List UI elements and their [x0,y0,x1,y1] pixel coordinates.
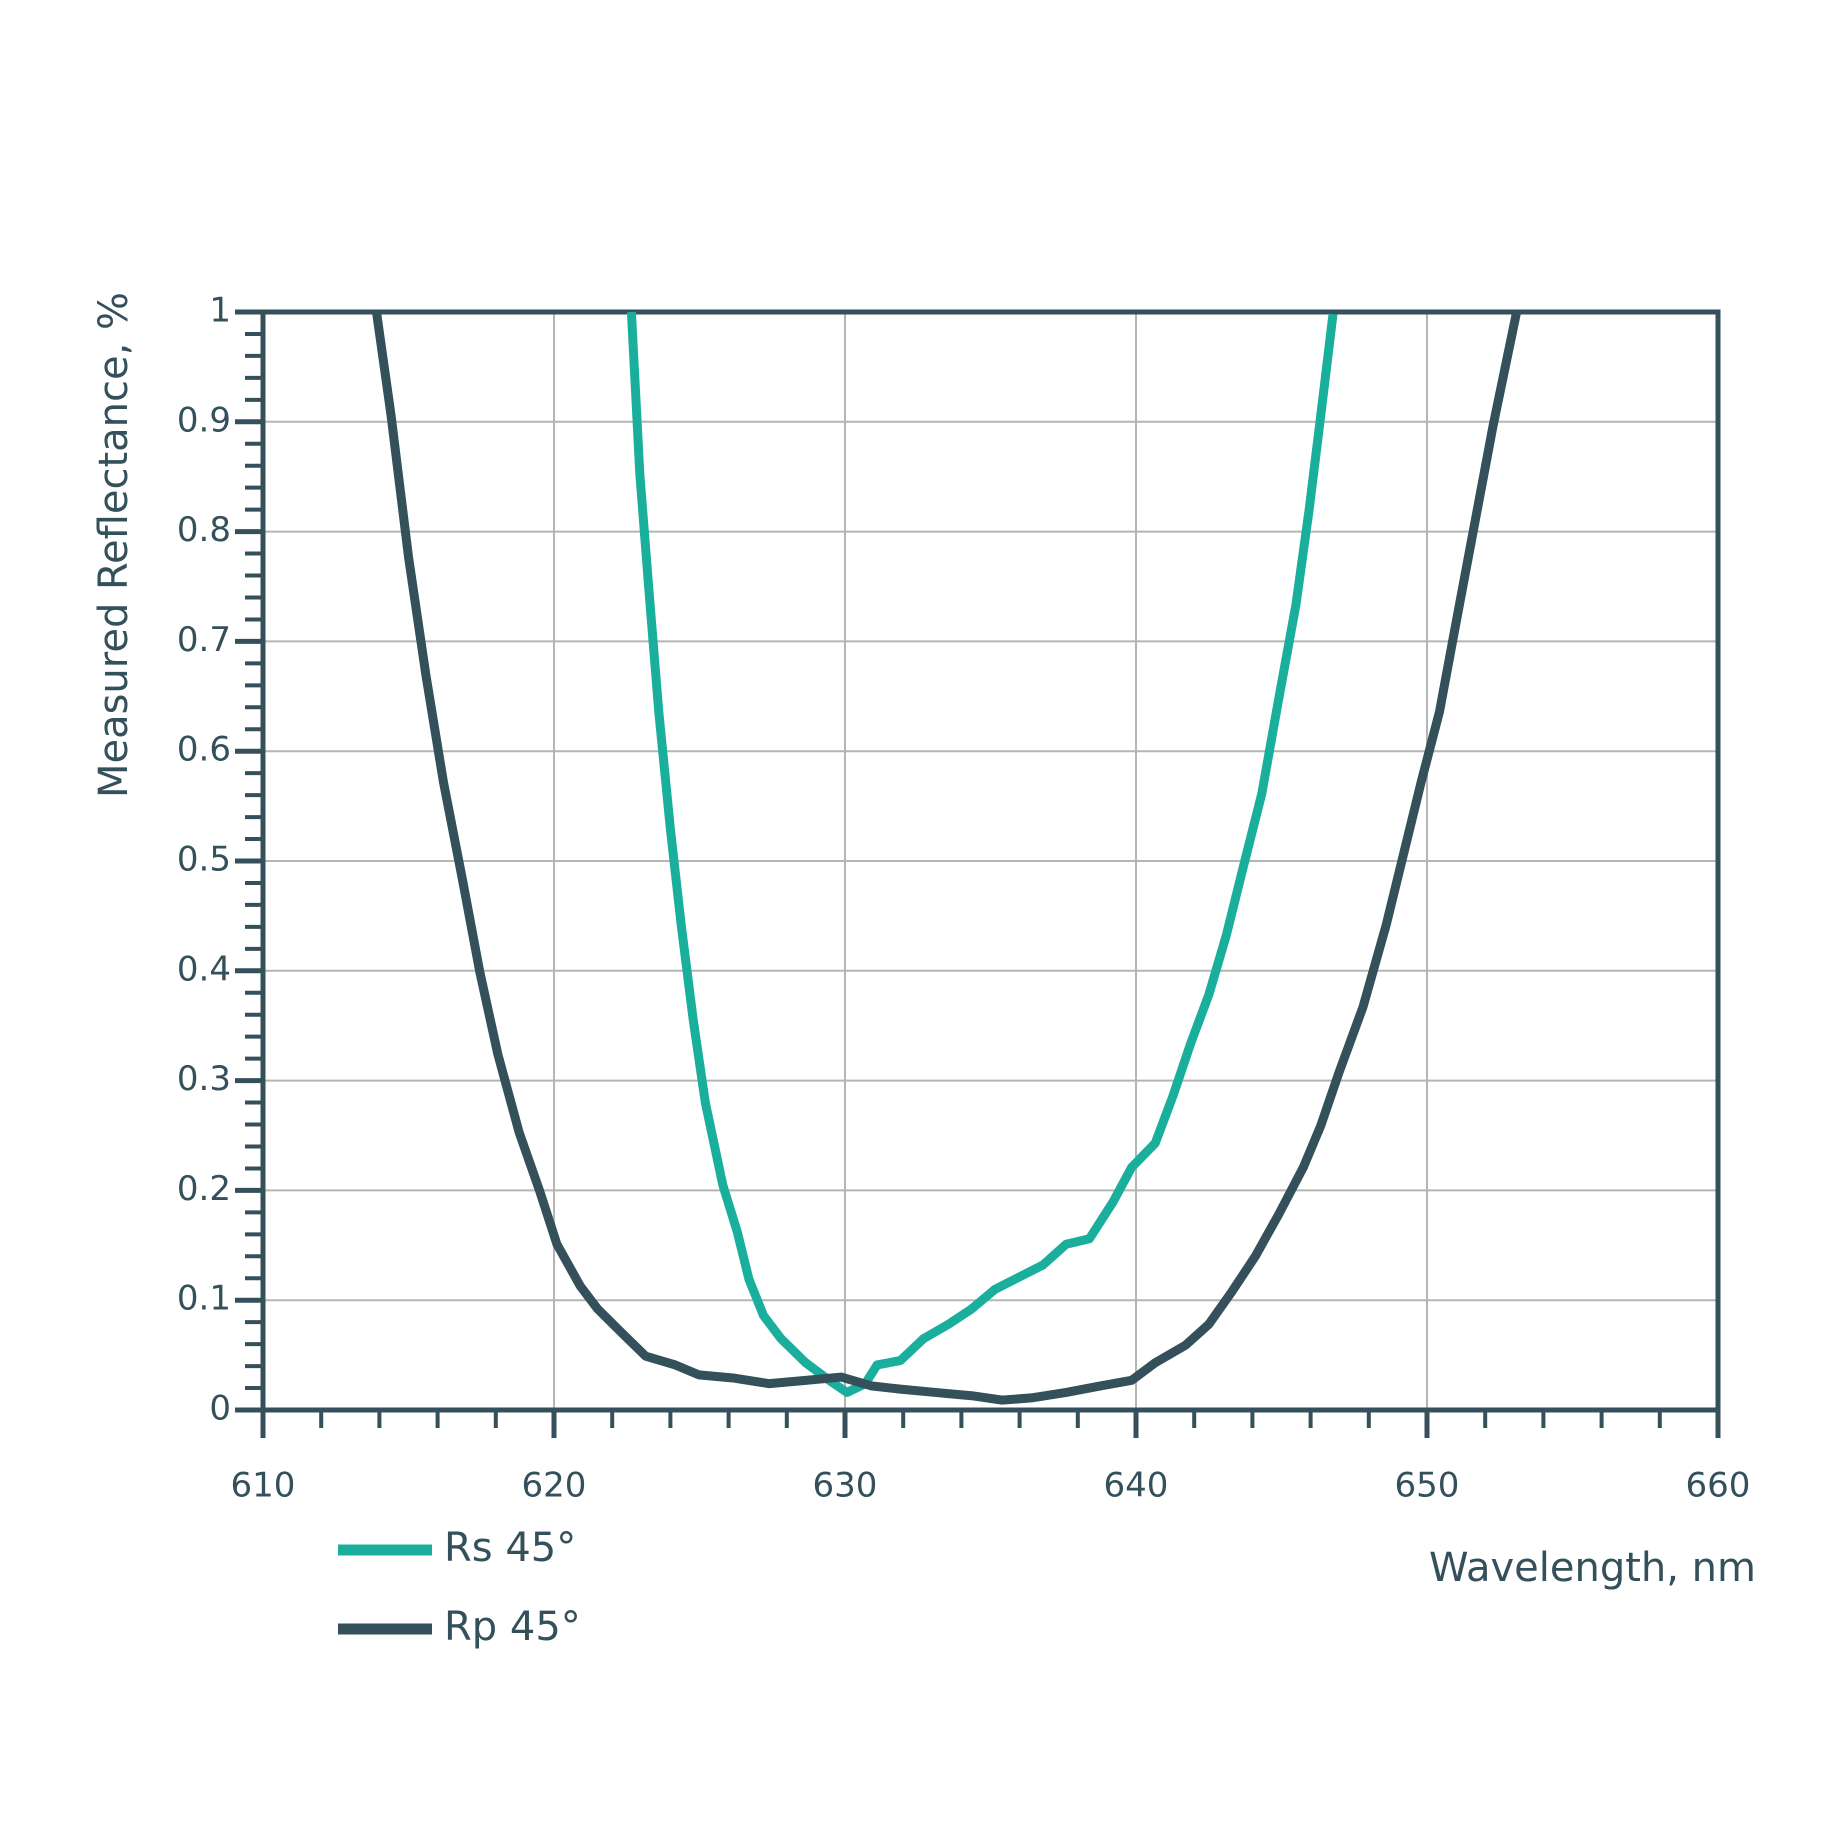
x-tick-label: 660 [1686,1466,1751,1506]
legend-label: Rp 45° [444,1604,581,1650]
y-tick-label: 0.5 [177,840,231,880]
y-tick-label: 0.1 [177,1279,231,1319]
y-tick-label: 1 [209,291,231,331]
y-tick-label: 0.4 [177,949,231,989]
x-tick-label: 640 [1104,1466,1169,1506]
y-axis-title: Measured Reflectance, % [91,292,137,798]
y-tick-label: 0.9 [177,400,231,440]
y-tick-label: 0.3 [177,1059,231,1099]
series-line [372,311,1522,1405]
x-tick-label: 630 [813,1466,878,1506]
x-tick-label: 620 [522,1466,587,1506]
series-line [626,311,1338,1397]
y-tick-label: 0.2 [177,1169,231,1209]
y-tick-label: 0.6 [177,730,231,770]
plot-frame [260,309,1721,1413]
legend-label: Rs 45° [444,1525,576,1571]
x-tick-label: 610 [231,1466,296,1506]
plot-area [372,311,1522,1405]
y-tick-label: 0 [209,1389,231,1429]
y-tick-label: 0.8 [177,510,231,550]
y-tick-label: 0.7 [177,620,231,660]
x-axis-title: Wavelength, nm [1429,1545,1756,1591]
x-tick-label: 650 [1395,1466,1460,1506]
